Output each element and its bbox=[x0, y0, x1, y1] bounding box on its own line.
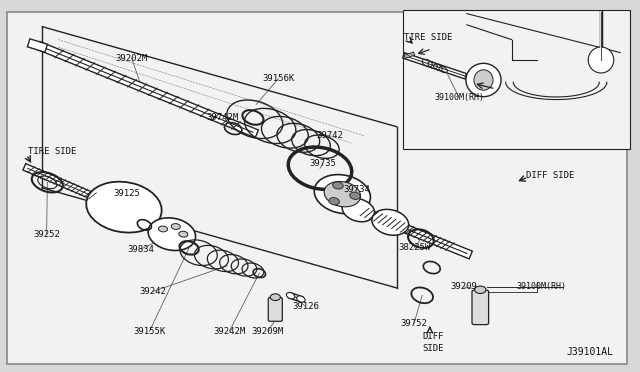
FancyBboxPatch shape bbox=[268, 298, 282, 321]
Text: 39209: 39209 bbox=[451, 282, 477, 291]
Ellipse shape bbox=[324, 182, 360, 207]
FancyBboxPatch shape bbox=[7, 12, 627, 364]
Ellipse shape bbox=[333, 182, 343, 189]
Text: 39742M: 39742M bbox=[207, 113, 239, 122]
Text: 39252: 39252 bbox=[33, 230, 60, 239]
Ellipse shape bbox=[588, 47, 614, 73]
Ellipse shape bbox=[314, 174, 371, 214]
Ellipse shape bbox=[349, 192, 360, 199]
Text: 39156K: 39156K bbox=[262, 74, 294, 83]
Text: J39101AL: J39101AL bbox=[567, 347, 614, 357]
Text: 38225W: 38225W bbox=[398, 243, 431, 252]
Ellipse shape bbox=[296, 296, 305, 302]
Text: DIFF: DIFF bbox=[422, 331, 444, 341]
Text: TIRE SIDE: TIRE SIDE bbox=[404, 32, 452, 42]
Text: 39202M: 39202M bbox=[115, 54, 148, 62]
Text: 39742: 39742 bbox=[316, 131, 343, 141]
Ellipse shape bbox=[172, 224, 180, 230]
Ellipse shape bbox=[372, 209, 409, 235]
Text: TIRE SIDE: TIRE SIDE bbox=[28, 147, 76, 156]
Text: 39752: 39752 bbox=[401, 320, 428, 328]
Text: 39100M(RH): 39100M(RH) bbox=[516, 282, 566, 291]
Text: 39209M: 39209M bbox=[252, 327, 284, 336]
Text: 39734: 39734 bbox=[343, 185, 370, 194]
Ellipse shape bbox=[270, 294, 280, 301]
Text: 39834: 39834 bbox=[128, 244, 155, 253]
Ellipse shape bbox=[342, 198, 374, 222]
Ellipse shape bbox=[286, 292, 295, 299]
Ellipse shape bbox=[86, 182, 162, 232]
Ellipse shape bbox=[329, 198, 339, 205]
Text: 39242: 39242 bbox=[140, 287, 166, 296]
Ellipse shape bbox=[474, 286, 486, 294]
FancyBboxPatch shape bbox=[403, 10, 630, 149]
Text: 39126: 39126 bbox=[292, 302, 319, 311]
Text: 39100M(RH): 39100M(RH) bbox=[434, 93, 484, 102]
Ellipse shape bbox=[474, 70, 493, 90]
Text: 39735: 39735 bbox=[310, 159, 337, 168]
FancyBboxPatch shape bbox=[472, 290, 488, 325]
Ellipse shape bbox=[148, 218, 196, 250]
Text: DIFF SIDE: DIFF SIDE bbox=[525, 171, 574, 180]
Ellipse shape bbox=[466, 63, 501, 97]
Text: SIDE: SIDE bbox=[422, 344, 444, 353]
Text: 39125: 39125 bbox=[114, 189, 141, 198]
Ellipse shape bbox=[179, 231, 188, 237]
Ellipse shape bbox=[159, 226, 168, 232]
Text: 39242M: 39242M bbox=[213, 327, 246, 336]
Text: 39155K: 39155K bbox=[133, 327, 166, 336]
